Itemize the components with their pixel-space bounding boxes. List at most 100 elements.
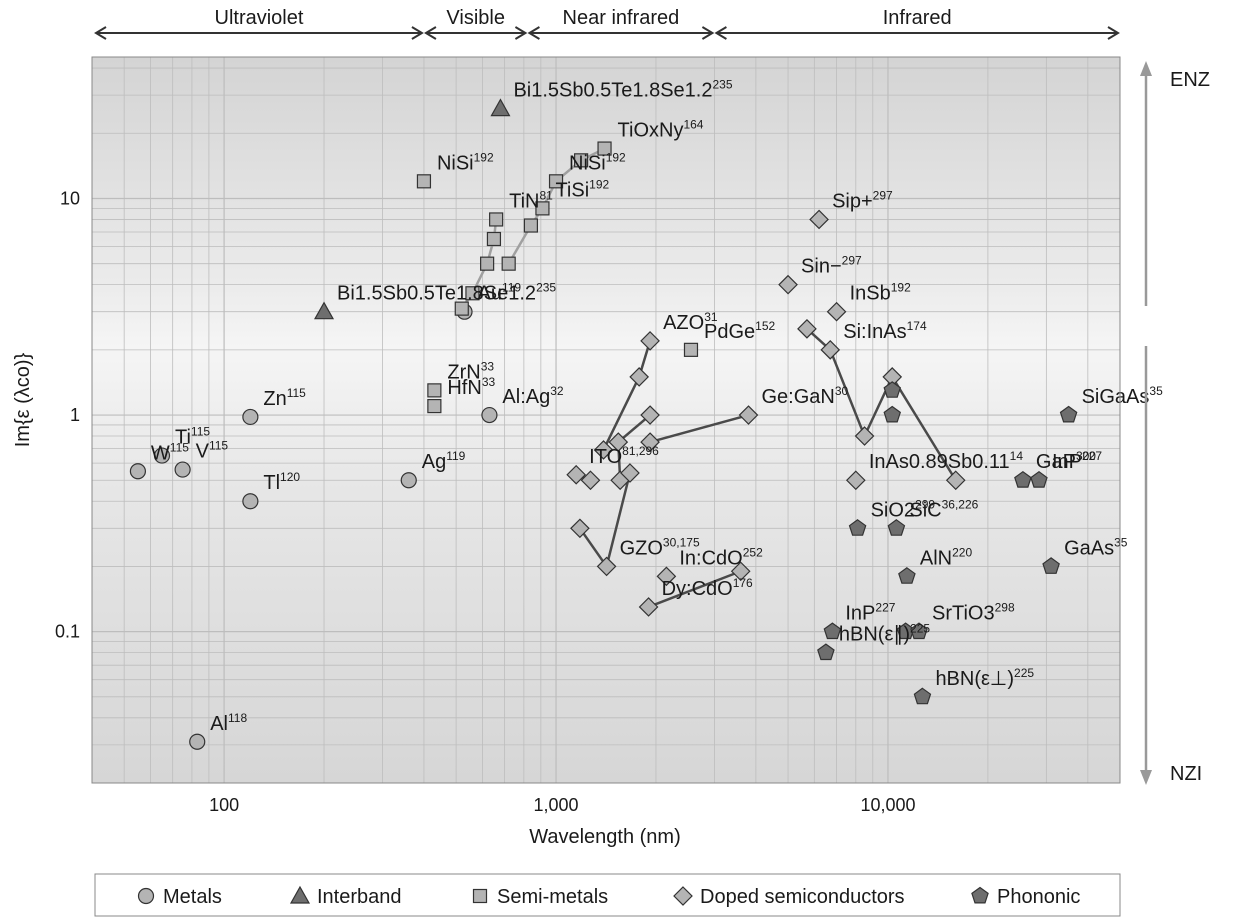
region-label: Near infrared xyxy=(563,7,680,29)
semi-metal-point xyxy=(548,174,564,189)
doped-semiconductor-point xyxy=(656,566,677,587)
data-label: GaP300 xyxy=(1036,449,1096,473)
legend: Metals Interband Semi-metals Doped semicond… xyxy=(94,873,1121,917)
doped-semiconductor-point xyxy=(797,319,817,339)
plot-frame xyxy=(91,56,1121,784)
data-label: Tl120 xyxy=(263,470,300,494)
data-label: ITO81,296 xyxy=(589,444,659,468)
semi-metal-point xyxy=(427,383,442,398)
phononic-point xyxy=(910,622,928,640)
data-label: HfN33 xyxy=(447,375,495,399)
data-label: NiSi192 xyxy=(437,150,494,174)
phononic-point xyxy=(848,519,867,536)
data-label: Sip+297 xyxy=(832,188,893,212)
y-axis-title: Im{ε (λco)} xyxy=(12,352,34,447)
phononic-point xyxy=(1059,405,1078,423)
region-visible: Visible xyxy=(424,7,528,40)
data-label: Zn115 xyxy=(263,386,306,410)
data-label: SiO2299 xyxy=(871,497,936,521)
data-label: SiC36,226 xyxy=(909,497,978,521)
semi-metal-point xyxy=(465,286,480,301)
doped-semiconductor-point xyxy=(593,440,614,460)
data-label: GaAs35 xyxy=(1064,535,1128,559)
plot-area xyxy=(92,57,1120,783)
region-label: Ultraviolet xyxy=(215,7,304,29)
legend-item-semi-metal: Semi-metals xyxy=(472,886,608,908)
data-label: hBN(ε⊥)225 xyxy=(935,666,1034,690)
semi-metal-point xyxy=(683,342,699,357)
y-tick-label: 10 xyxy=(60,188,80,208)
phononic-point xyxy=(1014,470,1032,488)
plot-background xyxy=(92,57,1120,783)
phononic-point xyxy=(823,622,842,640)
data-label: W115 xyxy=(151,440,189,464)
region-ultraviolet: Ultraviolet xyxy=(94,7,424,40)
phononic-point xyxy=(913,687,932,705)
connector-line xyxy=(649,413,749,444)
data-label: Ag119 xyxy=(422,449,466,473)
doped-semiconductor-point xyxy=(845,470,866,491)
doped-semiconductor-point xyxy=(730,561,751,582)
doped-semiconductor-point xyxy=(738,405,759,425)
x-tick-label: 10,000 xyxy=(860,795,915,815)
legend-label: Phononic xyxy=(997,886,1080,908)
data-label: Sin−297 xyxy=(801,254,862,278)
data-label: In:CdO252 xyxy=(679,545,763,569)
metal-point xyxy=(174,461,191,478)
legend-marker xyxy=(137,887,155,905)
data-label: PdGe152 xyxy=(704,319,776,343)
doped-semiconductor-point xyxy=(640,432,660,452)
semi-metal-point xyxy=(501,256,516,271)
region-infrared: Infrared xyxy=(714,7,1120,40)
legend-marker xyxy=(971,886,989,904)
data-label: NiSi192 xyxy=(569,150,626,174)
data-label: V115 xyxy=(196,439,229,463)
data-label: Bi1.5Sb0.5Te1.8Se1.2235 xyxy=(513,78,732,102)
legend-marker xyxy=(673,886,693,906)
nzi-label: NZI xyxy=(1170,763,1202,785)
semi-metal-point xyxy=(523,218,539,233)
semi-metal-point xyxy=(535,201,550,216)
metal-point xyxy=(481,406,498,424)
right-axis: ENZ NZI xyxy=(1140,61,1210,785)
metal-point xyxy=(129,463,147,480)
legend-item-interband: Interband xyxy=(289,885,402,908)
semi-metal-point xyxy=(597,141,612,156)
nzi-arrowhead xyxy=(1140,770,1152,785)
enz-arrowhead xyxy=(1140,61,1152,76)
doped-semiconductor-point xyxy=(945,470,966,491)
spectral-regions: Ultraviolet Visible Near infrared Infrared xyxy=(94,7,1120,40)
legend-marker xyxy=(472,888,488,904)
data-label: GZO30,175 xyxy=(620,535,700,559)
legend-item-metal: Metals xyxy=(137,886,222,908)
metal-point xyxy=(400,472,417,489)
doped-semiconductor-point xyxy=(566,464,587,485)
legend-label: Interband xyxy=(317,886,402,908)
metal-point xyxy=(153,447,171,464)
interband-point xyxy=(490,98,511,117)
doped-semiconductor-point xyxy=(854,426,875,446)
data-label: Al118 xyxy=(210,711,247,735)
data-label: hBN(ε∥)225 xyxy=(839,622,931,646)
legend-label: Doped semiconductors xyxy=(700,886,905,908)
doped-semiconductor-point xyxy=(608,432,629,452)
region-label: Infrared xyxy=(883,7,952,29)
legend-label: Metals xyxy=(163,886,222,908)
legend-item-phononic: Phononic xyxy=(971,886,1080,908)
data-label: Al:Ag32 xyxy=(502,384,563,408)
phononic-point xyxy=(883,405,902,423)
legend-label: Semi-metals xyxy=(497,886,608,908)
semi-metal-point xyxy=(427,398,442,414)
data-label: Bi1.5Sb0.5Te1.8Se1.2235 xyxy=(337,281,556,305)
y-tick-label: 1 xyxy=(70,405,80,425)
doped-semiconductor-point xyxy=(580,470,601,491)
phononic-point xyxy=(883,381,902,398)
grid xyxy=(91,57,1121,784)
data-label: Ge:GaN30 xyxy=(761,384,848,408)
phononic-point xyxy=(817,643,835,661)
doped-semiconductor-point xyxy=(820,340,841,360)
enz-label: ENZ xyxy=(1170,69,1210,91)
data-label: InP227 xyxy=(1052,449,1102,473)
metal-point xyxy=(242,408,259,426)
data-label: Si:InAs174 xyxy=(843,319,927,343)
